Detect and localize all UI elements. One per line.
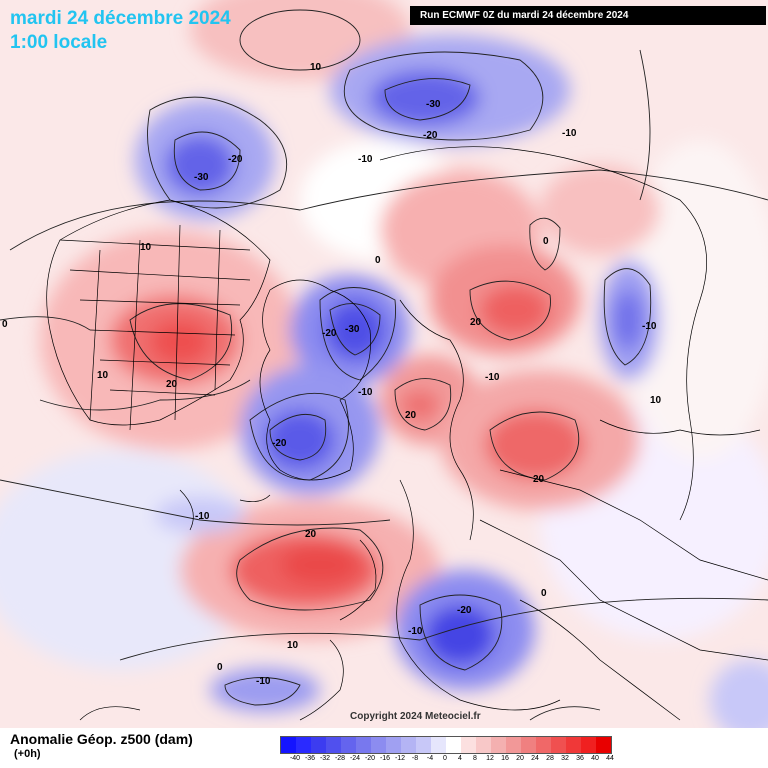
contour-label: 20 [470, 317, 482, 328]
contour-label: 10 [287, 640, 299, 651]
contour-label: 10 [97, 370, 109, 381]
scale-swatch [311, 737, 326, 753]
scale-tick-label: 24 [531, 755, 539, 762]
contour-label: -20 [322, 328, 337, 339]
contour-label: 0 [375, 255, 381, 266]
contour-label: 0 [2, 319, 8, 330]
contour-label: -10 [485, 372, 500, 383]
contour-label: 20 [533, 474, 545, 485]
scale-swatch [281, 737, 296, 753]
scale-swatch [296, 737, 311, 753]
contour-label: -10 [256, 676, 271, 687]
contour-label: 20 [405, 410, 417, 421]
scale-tick-label: 28 [546, 755, 554, 762]
map-time-title: 1:00 locale [10, 32, 108, 53]
scale-tick-label: -24 [349, 755, 361, 762]
contour-label: 10 [310, 62, 322, 73]
scale-swatch [521, 737, 536, 753]
scale-swatch [536, 737, 551, 753]
contour-label: -10 [642, 321, 657, 332]
geopotential-anomaly-map: 10 -30 -20 -10 -20 -30 -10 10 0 0 20 -10… [0, 0, 768, 728]
scale-tick-label: 40 [591, 755, 599, 762]
legend-caption: Anomalie Géop. z500 (dam) [10, 731, 193, 747]
scale-tick-label: -28 [334, 755, 346, 762]
scale-swatch [551, 737, 566, 753]
scale-tick-label: 32 [561, 755, 569, 762]
scale-tick-label: 36 [576, 755, 584, 762]
scale-swatch [581, 737, 596, 753]
contour-label: 0 [541, 588, 547, 599]
run-info-banner: Run ECMWF 0Z du mardi 24 décembre 2024 [410, 6, 766, 25]
lead-time: (+0h) [14, 748, 41, 760]
scale-tick-label: 44 [606, 755, 614, 762]
scale-tick-label: 12 [486, 755, 494, 762]
scale-swatch [506, 737, 521, 753]
scale-tick-label: 16 [501, 755, 509, 762]
scale-tick-label: -20 [364, 755, 376, 762]
scale-tick-label: -8 [411, 755, 419, 762]
contour-label: -10 [408, 626, 423, 637]
contour-label: -10 [358, 387, 373, 398]
scale-swatch [491, 737, 506, 753]
color-scale-ticks: -40 -36 -32 -28 -24 -20 -16 -12 -8 -4 0 4 8 12 16 20 24 2… [280, 755, 625, 767]
scale-tick-label: -4 [426, 755, 434, 762]
scale-swatch [461, 737, 476, 753]
map-date-title: mardi 24 décembre 2024 [10, 8, 231, 29]
scale-tick-label: -40 [289, 755, 301, 762]
contour-label: 10 [140, 242, 152, 253]
scale-tick-label: -12 [394, 755, 406, 762]
scale-tick-label: 8 [473, 755, 477, 762]
scale-swatch [341, 737, 356, 753]
scale-swatch [596, 737, 611, 753]
scale-tick-label: 20 [516, 755, 524, 762]
scale-tick-label: -36 [304, 755, 316, 762]
color-scale [280, 736, 612, 754]
scale-tick-label: -32 [319, 755, 331, 762]
contour-label: -10 [195, 511, 210, 522]
scale-tick-label: 0 [443, 755, 447, 762]
scale-swatch [371, 737, 386, 753]
coastlines [46, 146, 768, 721]
contour-label: -30 [194, 172, 209, 183]
contour-label: 20 [166, 379, 178, 390]
scale-tick-label: 4 [458, 755, 462, 762]
copyright-text: Copyright 2024 Meteociel.fr [350, 711, 481, 722]
contour-labels: 10 -30 -20 -10 -20 -30 -10 10 0 0 20 -10… [2, 62, 662, 687]
scale-swatch [431, 737, 446, 753]
scale-swatch [446, 737, 461, 753]
contour-label: -20 [228, 154, 243, 165]
contour-label: 0 [543, 236, 549, 247]
contour-label: -20 [272, 438, 287, 449]
scale-tick-label: -16 [379, 755, 391, 762]
scale-swatch [476, 737, 491, 753]
contour-lines [0, 9, 768, 721]
anomaly-field [0, 0, 768, 728]
contour-label: -20 [457, 605, 472, 616]
contour-label: -30 [426, 99, 441, 110]
contour-label: -10 [562, 128, 577, 139]
scale-swatch [386, 737, 401, 753]
contour-label: 0 [217, 662, 223, 673]
contour-label: 10 [650, 395, 662, 406]
scale-swatch [326, 737, 341, 753]
contour-label: -30 [345, 324, 360, 335]
scale-swatch [356, 737, 371, 753]
contour-label: -20 [423, 130, 438, 141]
scale-swatch [401, 737, 416, 753]
contour-label: -10 [358, 154, 373, 165]
scale-swatch [416, 737, 431, 753]
contour-label: 20 [305, 529, 317, 540]
scale-swatch [566, 737, 581, 753]
